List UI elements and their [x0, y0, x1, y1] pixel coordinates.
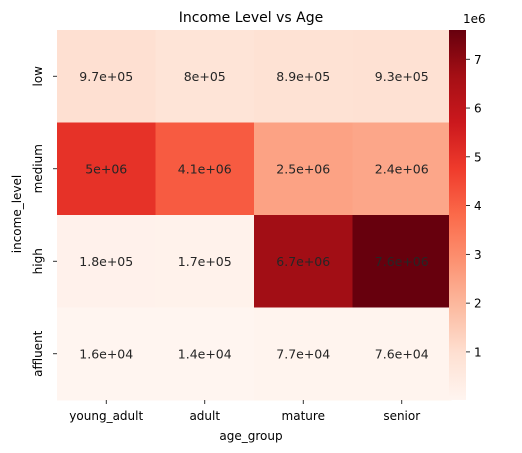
heatmap-cell	[352, 122, 452, 216]
heatmap-cell	[254, 30, 353, 123]
heatmap-cell	[155, 30, 255, 123]
cell-value-label: 9.3e+05	[375, 69, 429, 84]
heatmap-cell	[155, 122, 255, 216]
heatmap-cell	[254, 215, 353, 308]
cell-value-label: 8.9e+05	[276, 69, 330, 84]
heatmap-cell	[352, 307, 452, 401]
y-axis-ticks: low medium high affluent	[31, 66, 57, 377]
x-tick-label: senior	[383, 409, 420, 423]
cell-value-label: 6.7e+06	[276, 254, 330, 269]
colorbar-tick-label: 1	[474, 345, 482, 359]
colorbar-tick-label: 6	[474, 102, 482, 116]
y-axis-label: income_level	[10, 175, 24, 254]
heatmap-cell	[254, 122, 353, 216]
cell-value-label: 8e+05	[184, 69, 226, 84]
cell-value-label: 4.1e+06	[178, 161, 232, 176]
x-tick-label: adult	[189, 409, 220, 423]
cell-value-label: 2.4e+06	[375, 161, 429, 176]
colorbar-tick-label: 4	[474, 199, 482, 213]
colorbar-tick-label: 5	[474, 150, 482, 164]
heatmap-cell	[57, 307, 156, 401]
heatmap-cell	[57, 122, 156, 216]
heatmap-cell	[57, 30, 156, 123]
chart-title: Income Level vs Age	[179, 10, 323, 26]
heatmap-cell	[352, 30, 452, 123]
colorbar-tick-label: 7	[474, 53, 482, 67]
colorbar-multiplier: 1e6	[463, 12, 486, 26]
colorbar-tick-label: 2	[474, 297, 482, 311]
x-tick-label: mature	[282, 409, 325, 423]
y-tick-label: high	[31, 248, 45, 274]
cell-value-label: 2.5e+06	[276, 161, 330, 176]
heatmap-cell	[254, 307, 353, 401]
cell-value-label: 1.8e+05	[79, 254, 133, 269]
heatmap-cell	[352, 215, 452, 308]
cell-value-label: 1.4e+04	[178, 346, 232, 361]
x-tick-label: young_adult	[69, 409, 143, 423]
heatmap-cell	[155, 215, 255, 308]
cell-value-label: 7.7e+04	[276, 346, 330, 361]
colorbar-gradient	[449, 30, 466, 400]
heatmap-cells: 9.7e+05 8e+05 8.9e+05 9.3e+05 5e+06 4.1e+06 2.…	[57, 30, 452, 401]
cell-value-label: 1.7e+05	[178, 254, 232, 269]
y-tick-label: affluent	[31, 330, 45, 377]
cell-value-label: 5e+06	[85, 161, 127, 176]
colorbar-tick-label: 3	[474, 248, 482, 262]
cell-value-label: 9.7e+05	[79, 69, 133, 84]
cell-value-label: 1.6e+04	[79, 346, 133, 361]
x-axis-ticks: young_adult adult mature senior	[69, 400, 420, 423]
cell-value-label: 7.6e+06	[375, 254, 429, 269]
x-axis-label: age_group	[219, 429, 282, 443]
colorbar: 1 2 3 4 5 6 7	[449, 30, 482, 400]
cell-value-label: 7.6e+04	[375, 346, 429, 361]
y-tick-label: low	[31, 66, 45, 87]
heatmap-cell	[155, 307, 255, 401]
heatmap-cell	[57, 215, 156, 308]
y-tick-label: medium	[31, 144, 45, 193]
